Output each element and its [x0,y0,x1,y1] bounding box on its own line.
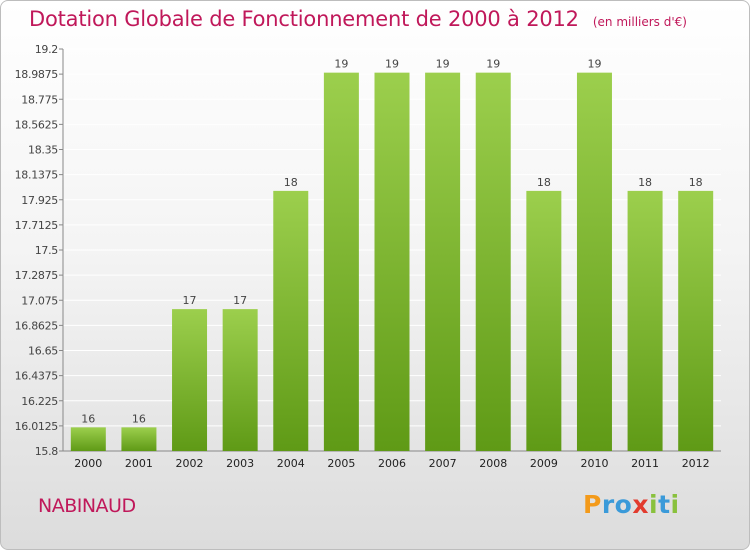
logo-letter: i [649,490,659,519]
y-tick-label: 18.1375 [15,169,59,182]
bar-2011[interactable] [627,190,663,451]
y-tick-label: 19.2 [35,43,58,56]
chart-title: Dotation Globale de Fonctionnement de 20… [29,7,579,31]
bar-2004[interactable] [273,190,309,451]
commune-name: NABINAUD [38,495,136,517]
y-tick-label: 17.5 [35,244,59,257]
bar-2007[interactable] [425,72,461,451]
x-tick-label: 2005 [327,457,355,470]
title-row: Dotation Globale de Fonctionnement de 20… [29,7,687,31]
proxiti-logo[interactable]: Proxiti [583,490,680,519]
x-tick-label: 2011 [631,457,659,470]
bar-2003[interactable] [222,309,258,451]
data-label-2003: 17 [233,294,247,307]
x-tick-label: 2001 [125,457,153,470]
logo-letter: x [632,490,649,519]
x-tick-label: 2012 [682,457,710,470]
data-label-2010: 19 [587,58,601,71]
bar-2010[interactable] [576,72,612,451]
data-labels: 16 16 17 17 18 19 19 19 19 18 19 18 18 [81,58,702,426]
x-tick-label: 2007 [429,457,457,470]
y-tick-label: 18.9875 [15,68,59,81]
x-tick-label: 2006 [378,457,406,470]
y-tick-label: 16.65 [28,345,58,358]
bar-2000[interactable] [70,427,106,451]
x-tick-label: 2003 [226,457,254,470]
data-label-2005: 19 [334,58,348,71]
data-label-2008: 19 [486,58,500,71]
bar-2008[interactable] [475,72,511,451]
y-tick-label: 18.35 [28,144,58,157]
x-tick-label: 2000 [74,457,102,470]
logo-letter: o [614,490,633,519]
x-tick-label: 2004 [277,457,305,470]
x-tick-label: 2010 [580,457,608,470]
y-tick-label: 17.7125 [15,219,59,232]
x-tick-label: 2009 [530,457,558,470]
y-tick-label: 16.8625 [15,319,59,332]
data-label-2004: 18 [284,176,298,189]
y-tick-label: 15.8 [35,445,59,458]
bar-2005[interactable] [323,72,359,451]
data-label-2000: 16 [81,412,95,425]
logo-letter: t [658,490,671,519]
y-tick-label: 18.775 [21,93,58,106]
data-label-2002: 17 [183,294,197,307]
y-tick-label: 16.225 [21,395,58,408]
x-tick-label: 2002 [176,457,204,470]
logo-letter: i [670,490,680,519]
y-tick-label: 18.5625 [15,118,59,131]
bar-2006[interactable] [374,72,410,451]
bar-2001[interactable] [121,427,157,451]
x-axis: 2000 2001 2002 2003 2004 2005 2006 2007 2008 2009… [74,457,709,470]
x-tick-label: 2008 [479,457,507,470]
data-label-2011: 18 [638,176,652,189]
data-label-2009: 18 [537,176,551,189]
bar-2009[interactable] [526,190,562,451]
logo-letter: r [601,490,615,519]
y-tick-label: 16.0125 [15,420,59,433]
bar-2012[interactable] [678,190,714,451]
bar-2002[interactable] [172,309,208,451]
chart-unit: (en milliers d'€) [592,15,687,29]
data-label-2001: 16 [132,412,146,425]
y-tick-label: 17.2875 [15,269,59,282]
bars [70,72,714,451]
data-label-2012: 18 [689,176,703,189]
logo-letter: P [583,490,602,519]
y-tick-label: 16.4375 [15,370,59,383]
data-label-2006: 19 [385,58,399,71]
y-tick-label: 17.925 [21,194,58,207]
data-label-2007: 19 [436,58,450,71]
y-tick-label: 17.075 [21,294,58,307]
